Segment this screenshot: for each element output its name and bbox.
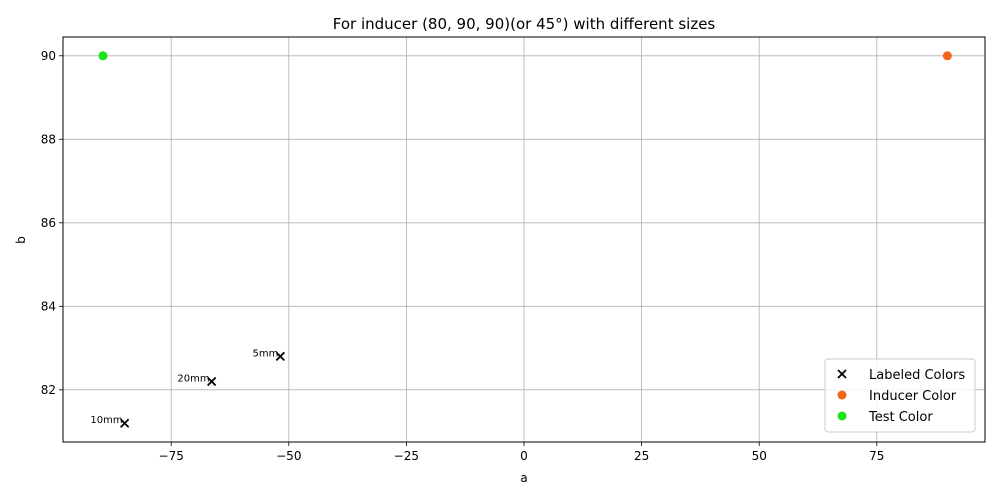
legend-label: Labeled Colors [869, 368, 965, 383]
data-point [942, 51, 952, 61]
y-tick-label: 86 [41, 216, 56, 230]
data-marks: 5mm 20mm 10mm [90, 51, 952, 428]
legend-label: Test Color [868, 410, 933, 425]
x-marker-stroke [207, 376, 217, 387]
data-point [207, 376, 217, 387]
x-tick-label: 25 [634, 449, 649, 463]
x-tick-label: −75 [159, 449, 184, 463]
legend-box [824, 358, 976, 433]
y-tick-label: 90 [41, 49, 56, 63]
legend-marker [837, 390, 847, 400]
legend: Labeled Colors Inducer Color Test Color [824, 358, 976, 433]
point-label: 10mm [90, 415, 122, 426]
legend-label: Inducer Color [869, 389, 957, 404]
x-tick-label: 0 [520, 449, 528, 463]
plot-frame [62, 36, 986, 443]
y-tick-label: 88 [41, 132, 56, 146]
legend-marker [837, 411, 847, 421]
chart-title: For inducer (80, 90, 90)(or 45°) with di… [333, 15, 716, 33]
data-point [98, 51, 108, 61]
point-label: 5mm [252, 348, 278, 359]
data-point [275, 351, 285, 362]
grid-lines [63, 37, 985, 442]
x-tick-label: 75 [869, 449, 884, 463]
x-marker-stroke [837, 369, 847, 379]
y-tick-label: 82 [41, 383, 56, 397]
point-label: 20mm [177, 373, 209, 384]
y-tick-label: 84 [41, 299, 56, 313]
x-tick-label: −25 [394, 449, 419, 463]
axis-ticks: −75 −50 −25 0 25 50 75 82 84 86 88 90 [41, 49, 885, 463]
x-marker-stroke [119, 418, 130, 428]
x-tick-label: −50 [276, 449, 301, 463]
x-marker-stroke [275, 351, 285, 362]
x-axis-label: a [520, 471, 527, 485]
data-point [119, 418, 130, 428]
legend-marker [837, 369, 847, 379]
y-axis-label: b [14, 236, 28, 244]
x-tick-label: 50 [752, 449, 767, 463]
